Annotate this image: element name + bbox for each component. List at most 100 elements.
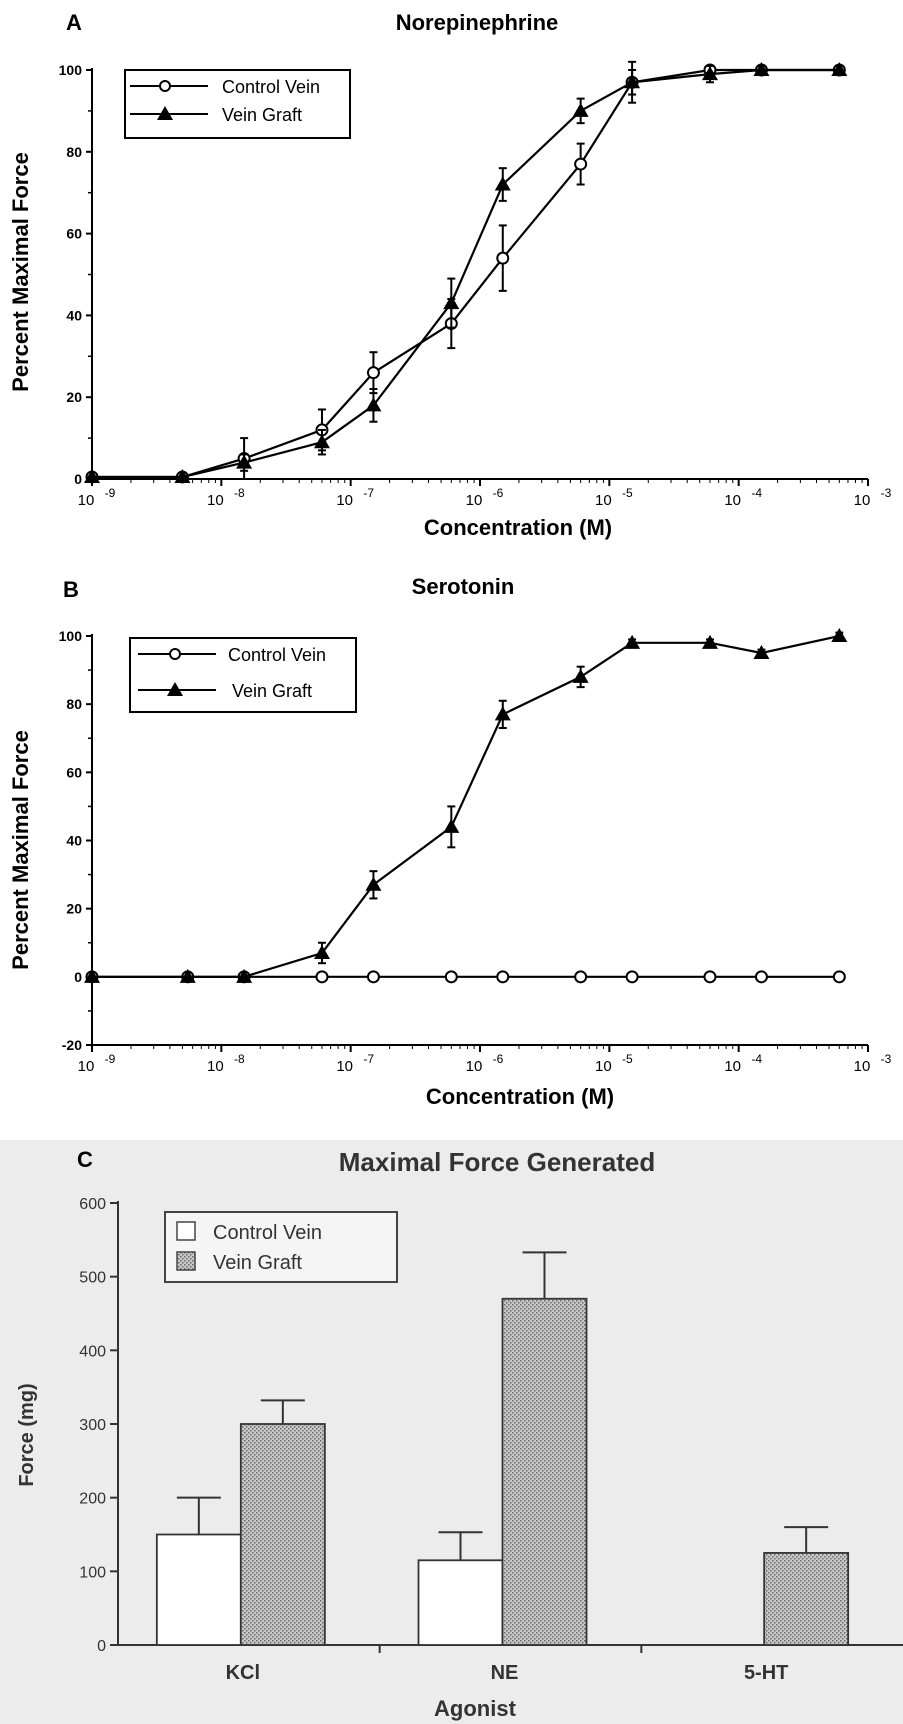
panel-b-series-graft-point [236,968,253,983]
panel-b-series-control-point [444,970,458,984]
panel-b-series-control-point [574,970,588,984]
panel-b-title: Serotonin [412,574,515,599]
panel-b-xtick-label: 10 [466,1058,483,1075]
panel-c-bar-control [155,1533,242,1646]
panel-b-series-graft-point [624,634,641,649]
panel-a-xlabel: Concentration (M) [424,515,612,540]
panel-c-ytick-label: 600 [79,1196,106,1213]
panel-a-series-control-point [574,157,588,171]
panel-b-letter: B [63,577,79,602]
panel-a-xtick-label-exponent: -6 [493,486,504,500]
panel-b-xtick-label: 10 [207,1058,224,1075]
panel-b-series-control-point [703,970,717,984]
panel-a-xtick-label: 10 [854,492,871,509]
panel-c-xtick-label: NE [491,1662,519,1684]
panel-b-series-graft-point [494,706,511,721]
panel-b-xtick-label-exponent: -5 [622,1052,633,1066]
panel-a-series-graft-point [443,295,460,310]
panel-c-ylabel: Force (mg) [16,1383,38,1486]
panel-b-legend-graft: Vein Graft [232,681,312,701]
panel-b-ylabel: Percent Maximal Force [8,730,33,970]
panel-b-legend-box [129,637,357,713]
panel-a-series-graft-point [236,454,253,469]
panel-a-xtick-label-exponent: -3 [881,486,892,500]
panel-b-series-graft-point [179,968,196,983]
panel-b-ytick-label: -20 [62,1037,82,1053]
panel-a-ytick-label: 40 [66,307,82,323]
panel-c-ytick-label: 100 [79,1564,106,1581]
panel-b-xtick-label-exponent: -9 [105,1052,116,1066]
panel-b-ytick-label: 100 [59,628,83,644]
panel-b-series-graft-point [831,628,848,642]
panel-b-xtick-label: 10 [724,1058,741,1075]
panel-a-series-control-line [92,68,840,479]
panel-a-legend-triangle-icon [157,106,173,120]
panel-a-xtick-label: 10 [466,492,483,509]
panel-b-xtick-label-exponent: -6 [493,1052,504,1066]
panel-b-xtick-label-exponent: -4 [751,1052,762,1066]
panel-c-ytick-label: 200 [79,1491,106,1508]
panel-c-ytick-label: 500 [79,1270,106,1287]
panel-b-series-graft-point [753,645,770,660]
panel-a-ylabel: Percent Maximal Force [8,152,33,392]
panel-a-title: Norepinephrine [396,10,559,35]
panel-c-legend-graft: Vein Graft [213,1252,302,1274]
panel-a-xtick-label-exponent: -7 [363,486,374,500]
panel-c-legend-box [164,1211,398,1283]
panel-c-bar-graft [501,1297,588,1646]
panel-b-xtick-label: 10 [595,1058,612,1075]
panel-b-series-graft-line [92,634,840,978]
panel-c-legend-swatch-graft [176,1251,196,1271]
panel-b-plot: -20 0 20 40 60 80 100 10 -9 10 -8 10 -7 10 -6 10 -5 10 -4 1… [59,628,892,1075]
panel-a-series-graft-point [494,176,511,191]
panel-c-xlabel: Agonist [434,1696,517,1721]
panel-b-xtick-label-exponent: -7 [363,1052,374,1066]
panel-a-legend: Control Vein Vein Graft [124,69,351,139]
panel-c-legend-control: Control Vein [213,1222,322,1244]
panel-a-series-graft-point [365,397,382,412]
panel-a-xtick-label-exponent: -5 [622,486,633,500]
panel-c-legend-swatch-control [176,1221,196,1241]
panel-a-xtick-label: 10 [336,492,353,509]
panel-b-legend: Control Vein Vein Graft [129,637,357,713]
panel-b-series-control-point [496,970,510,984]
panel-b-series-control-point [754,970,768,984]
panel-b-series-control-point [832,970,846,984]
panel-a-xtick-label: 10 [595,492,612,509]
panel-a-legend-graft: Vein Graft [222,105,302,125]
panel-a-xtick-label-exponent: -8 [234,486,245,500]
panel-a-series-graft-point [701,66,718,81]
panel-c-letter: C [77,1147,93,1172]
panel-a-series-control-point [366,366,380,380]
panel-c-ytick-label: 300 [79,1417,106,1434]
panel-b-ytick-label: 40 [66,833,82,849]
panel-b-series-control-point [625,970,639,984]
panel-b-series-graft-point [84,968,100,983]
panel-a-series-graft-point [831,62,848,76]
panel-b-xtick-label-exponent: -3 [881,1052,892,1066]
panel-b-ytick-label: 60 [66,764,82,780]
panel-a-xtick-label: 10 [78,492,95,509]
panel-c-title: Maximal Force Generated [339,1147,655,1177]
panel-a-letter: A [66,10,82,35]
panel-b: B Serotonin -20 0 20 40 60 80 100 10 -9 10 -8 10 -7 1… [8,574,892,1109]
panel-a-series-graft-line [92,68,840,479]
panel-b-legend-triangle-icon [167,682,183,696]
panel-c-plot: 0 100 200 300 400 500 600 KCl NE 5-HT [79,1196,903,1684]
panel-c-bar-graft [763,1552,850,1646]
panel-b-legend-circle-icon [169,648,181,660]
panel-a-series-control-point [496,251,510,265]
panel-a-series-graft-point [313,434,330,449]
panel-a-xtick-label: 10 [207,492,224,509]
panel-a-ytick-label: 100 [59,62,83,78]
panel-a-series-graft-point [174,468,191,483]
panel-b-xtick-label: 10 [78,1058,95,1075]
panel-b-series-graft-point [572,668,589,683]
panel-b-legend-control: Control Vein [228,645,326,665]
panel-a-legend-circle-icon [159,80,171,92]
panel-c-ytick-label: 0 [97,1638,106,1655]
panel-a-plot: 0 20 40 60 80 100 10 -9 10 -8 10 -7 10 -6 10 -5 10 -4 10 -3 [59,60,892,509]
panel-b-ytick-label: 80 [66,696,82,712]
